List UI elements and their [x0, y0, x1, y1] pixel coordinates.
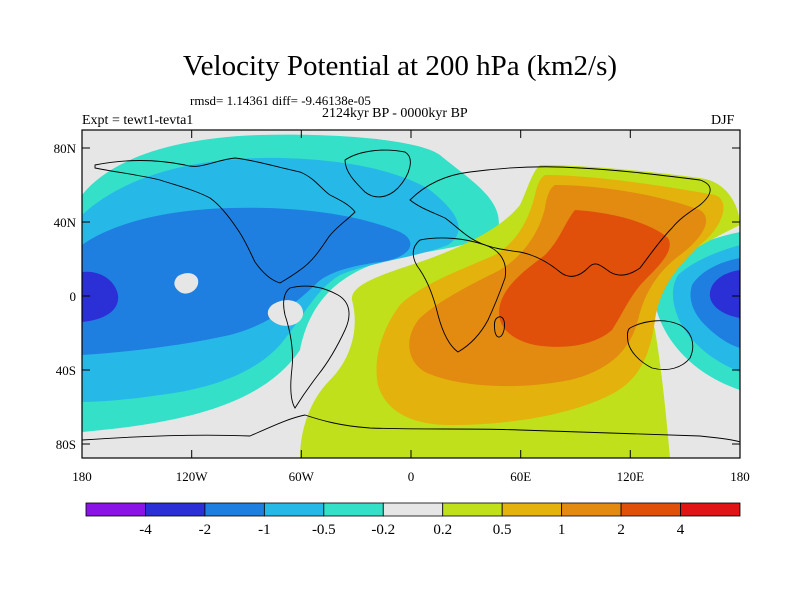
coast-australia [626, 320, 694, 370]
contour-neg-4 [82, 271, 119, 322]
colorbar-label: 1 [558, 522, 566, 538]
plot-title: Velocity Potential at 200 hPa (km2/s) [182, 50, 618, 82]
neutral-patch-southamerica [267, 300, 304, 326]
coast-south-america [283, 285, 350, 409]
y-tick-label: 40S [56, 363, 76, 378]
colorbar-label: -1 [258, 522, 271, 538]
x-tick-label: 120E [617, 469, 645, 484]
x-tick-label: 60E [510, 469, 531, 484]
colorbar-label: 2 [617, 522, 625, 538]
x-tick-label: 0 [408, 469, 415, 484]
coast-madagascar [493, 316, 505, 338]
x-tick-label: 180 [730, 469, 750, 484]
experiment-label: Expt = tewt1-tevta1 [82, 113, 194, 128]
x-tick-labels: 180 120W 60W 0 60E 120E 180 [72, 469, 750, 484]
stats-label: rmsd= 1.14361 diff= -9.46138e-05 [190, 93, 371, 108]
colorbar-swatch [323, 502, 384, 517]
colorbar-label: 0.5 [493, 522, 512, 538]
colorbar-label: -4 [139, 522, 152, 538]
coast-antarctica [82, 414, 740, 443]
colorbar-swatch [382, 502, 444, 517]
colorbar-swatch [145, 502, 206, 517]
y-tick-label: 0 [70, 289, 77, 304]
contour-east-neg-4 [709, 270, 740, 318]
colorbar-swatch [85, 502, 146, 517]
contour-pos-2 [499, 210, 670, 347]
season-label: DJF [711, 113, 735, 128]
coast-africa [412, 237, 507, 353]
y-tick-label: 80N [54, 141, 77, 156]
x-tick-label: 180 [72, 469, 92, 484]
colorbar-swatch [561, 502, 622, 517]
y-tick-label: 40N [54, 215, 77, 230]
y-ticks [82, 147, 740, 445]
neutral-patch-pacific [174, 273, 199, 294]
colorbar-swatch [442, 502, 503, 517]
coastlines [82, 149, 740, 443]
contour-neg-2 [82, 207, 411, 355]
period-label: 2124kyr BP - 0000kyr BP [322, 106, 468, 121]
y-tick-labels: 80N 40N 0 40S 80S [54, 141, 77, 452]
colorbar-label: -0.5 [312, 522, 336, 538]
colorbar-swatch [620, 502, 681, 517]
colorbar-label: 4 [677, 522, 685, 538]
colorbar: -4 -2 -1 -0.5 -0.2 0.2 0.5 1 2 4 [85, 502, 741, 538]
y-tick-label: 80S [56, 437, 76, 452]
coast-north-america [94, 157, 356, 284]
x-tick-label: 120W [176, 469, 209, 484]
colorbar-swatch [263, 502, 325, 517]
contour-field [82, 130, 740, 458]
coast-greenland [344, 149, 411, 198]
colorbar-swatch [680, 502, 741, 517]
colorbar-label: 0.2 [433, 522, 452, 538]
colorbar-label: -2 [199, 522, 212, 538]
colorbar-label: -0.2 [371, 522, 395, 538]
colorbar-swatch [204, 502, 265, 517]
x-ticks [81, 130, 741, 458]
colorbar-swatch [501, 502, 563, 517]
x-tick-label: 60W [289, 469, 315, 484]
